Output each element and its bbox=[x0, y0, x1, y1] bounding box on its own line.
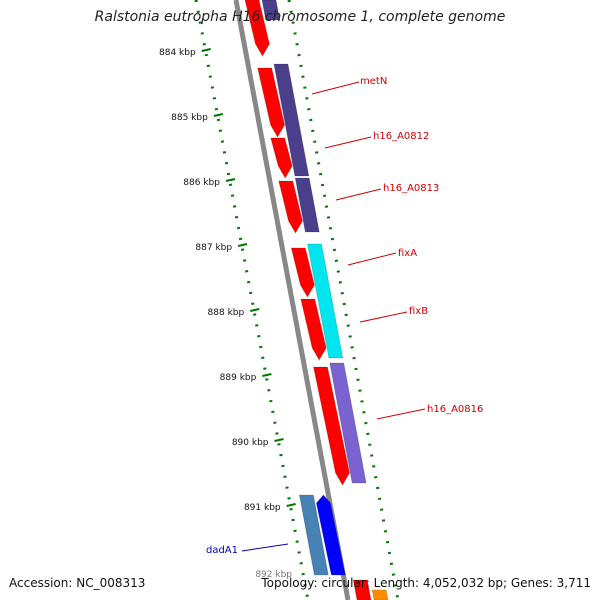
chromosome-backbone bbox=[233, 0, 351, 600]
tick-label: 885 kbp bbox=[171, 113, 208, 123]
tick-label: 888 kbp bbox=[208, 308, 245, 318]
cog-block bbox=[371, 589, 389, 600]
tick-mark bbox=[237, 243, 248, 247]
tick-mark bbox=[286, 503, 296, 507]
tick-mark bbox=[250, 308, 260, 312]
cds-block bbox=[244, 0, 270, 57]
cog-block bbox=[294, 177, 320, 233]
cds-block bbox=[352, 579, 372, 600]
tick-label: 890 kbp bbox=[232, 438, 269, 448]
gene-label-fixb: fixB bbox=[409, 306, 428, 317]
gene-label-h16_a0816: h16_A0816 bbox=[427, 404, 483, 415]
cog-block bbox=[329, 362, 367, 484]
tick-label-partial: 892 kbp bbox=[255, 570, 292, 580]
gene-label-fixa: fixA bbox=[398, 248, 417, 259]
cog-block bbox=[273, 63, 310, 177]
cds-block bbox=[257, 67, 286, 138]
accession-text: Accession: NC_008313 bbox=[9, 576, 146, 590]
gene-label-dada1: dadA1 bbox=[206, 545, 238, 556]
genome-summary-text: Topology: circular; Length: 4,052,032 bp… bbox=[261, 576, 591, 590]
gene-leader-line bbox=[241, 543, 289, 552]
gene-leader-line bbox=[324, 136, 372, 149]
tick-mark bbox=[262, 373, 272, 377]
tick-mark bbox=[274, 438, 284, 442]
gene-leader-line bbox=[335, 188, 382, 201]
tick-mark bbox=[201, 48, 211, 52]
gene-leader-line bbox=[347, 252, 397, 266]
gene-leader-line bbox=[376, 408, 426, 420]
gene-label-metn: metN bbox=[360, 76, 387, 87]
reverse-cds-block bbox=[315, 494, 346, 576]
gene-leader-line bbox=[359, 311, 408, 323]
tick-label: 889 kbp bbox=[220, 373, 257, 383]
cog-block-reverse bbox=[298, 494, 329, 576]
cds-block bbox=[278, 180, 304, 234]
gene-leader-line bbox=[311, 81, 360, 95]
tick-label: 886 kbp bbox=[183, 178, 220, 188]
cog-block bbox=[306, 243, 344, 359]
tick-mark bbox=[225, 178, 236, 182]
map-title: Ralstonia eutropha H16 chromosome 1, com… bbox=[94, 9, 506, 25]
tick-label: 891 kbp bbox=[244, 503, 281, 513]
cog-block bbox=[261, 0, 281, 21]
tick-mark bbox=[213, 113, 224, 117]
cds-block bbox=[270, 137, 293, 179]
gene-label-h16_a0812: h16_A0812 bbox=[373, 131, 429, 142]
gene-label-h16_a0813: h16_A0813 bbox=[383, 183, 439, 194]
tick-label: 884 kbp bbox=[159, 48, 196, 58]
cds-block bbox=[300, 298, 327, 361]
cds-block bbox=[290, 247, 315, 298]
cds-block bbox=[312, 366, 351, 486]
tick-label: 887 kbp bbox=[195, 243, 232, 253]
